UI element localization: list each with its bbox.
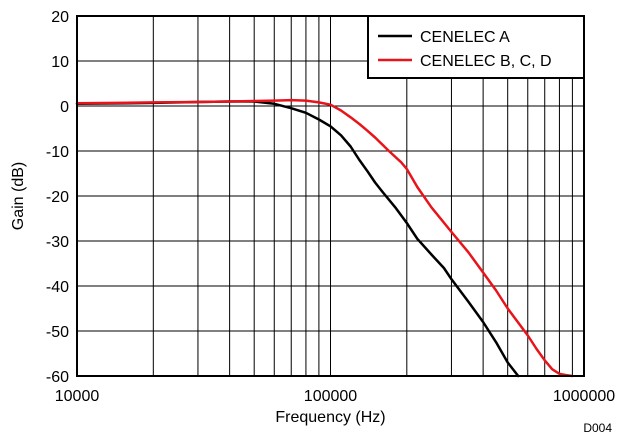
y-tick-label: 20 [51, 9, 69, 26]
legend-label-cenelec-bcd: CENELEC B, C, D [420, 53, 552, 70]
plot-frame [76, 15, 585, 377]
y-tick-label: -60 [46, 369, 69, 386]
series-line-1 [75, 98, 574, 378]
figure-id-footnote: D004 [583, 421, 612, 435]
y-tick-label: -40 [46, 279, 69, 296]
y-tick-label: -10 [46, 144, 69, 161]
y-tick-label: -20 [46, 189, 69, 206]
y-axis-label: Gain (dB) [10, 162, 27, 230]
series-layer [75, 98, 574, 378]
legend: CENELEC A CENELEC B, C, D [367, 15, 585, 79]
y-tick-labels: 20 10 0 -10 -20 -30 -40 -50 -60 [46, 9, 69, 386]
y-tick-label: -50 [46, 324, 69, 341]
y-tick-label: 0 [60, 99, 69, 116]
x-tick-label: 100000 [304, 388, 357, 405]
x-axis-label: Frequency (Hz) [275, 409, 385, 426]
legend-label-cenelec-a: CENELEC A [420, 29, 510, 46]
x-tick-label: 1000000 [553, 388, 615, 405]
series-line-0 [75, 100, 520, 378]
x-tick-label: 10000 [55, 388, 100, 405]
y-tick-label: 10 [51, 54, 69, 71]
legend-box [367, 15, 585, 79]
x-tick-labels: 10000 100000 1000000 [55, 388, 615, 405]
y-tick-label: -30 [46, 234, 69, 251]
